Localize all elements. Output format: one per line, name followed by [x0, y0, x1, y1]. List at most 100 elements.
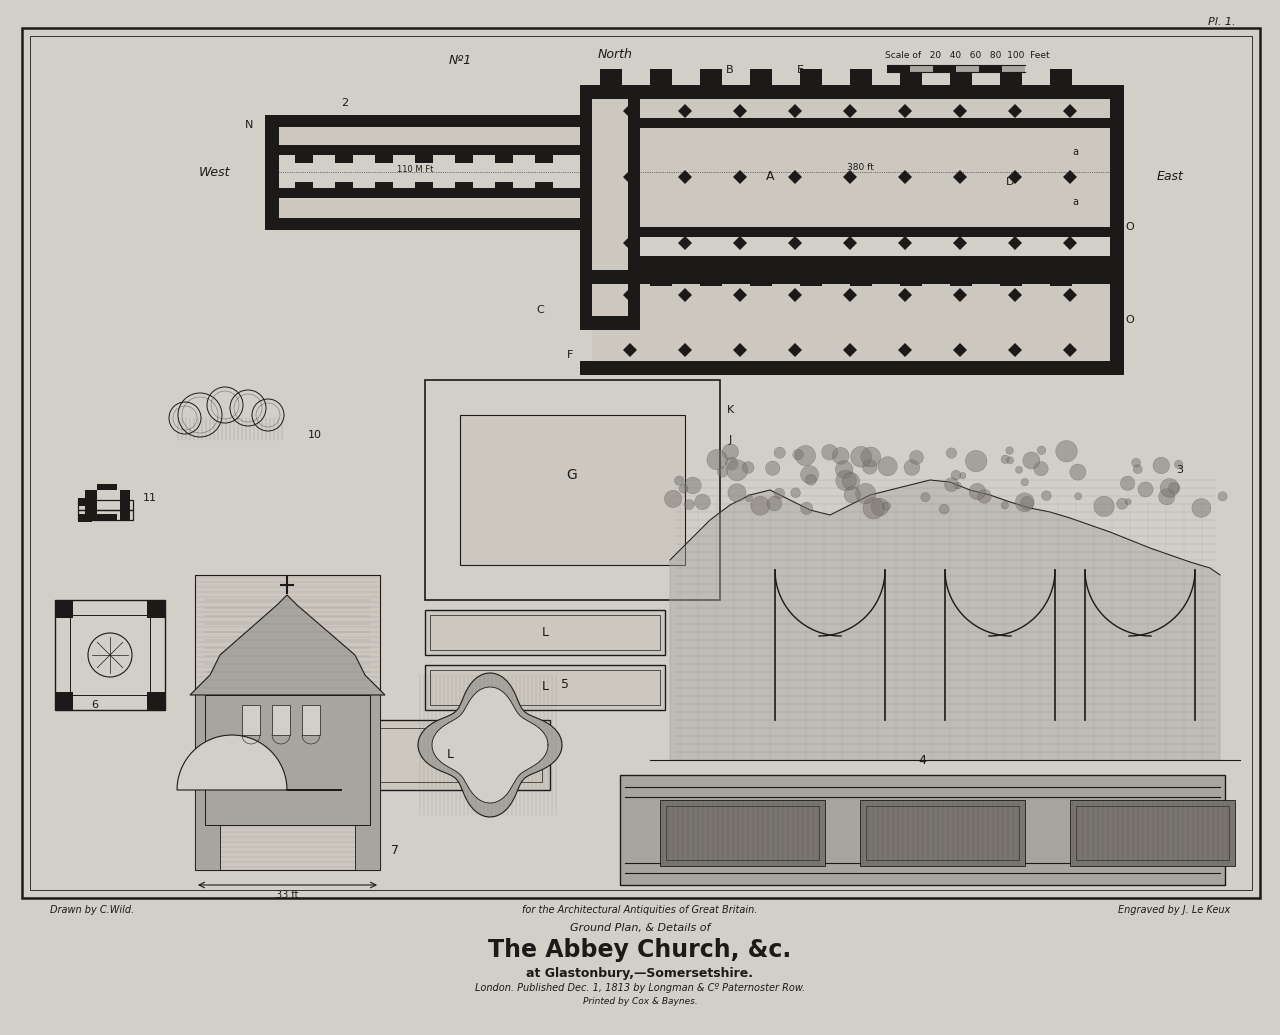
Text: 10: 10	[308, 430, 323, 440]
Polygon shape	[189, 595, 385, 694]
Circle shape	[1175, 461, 1183, 469]
Polygon shape	[788, 288, 803, 302]
Bar	[700, 270, 722, 286]
Text: a: a	[1073, 197, 1078, 207]
Circle shape	[1015, 493, 1034, 511]
Text: at Glastonbury,—Somersetshire.: at Glastonbury,—Somersetshire.	[526, 967, 754, 979]
Text: N: N	[244, 120, 253, 130]
Circle shape	[774, 489, 785, 499]
Text: Drawn by C.Wild.: Drawn by C.Wild.	[50, 905, 134, 915]
Bar	[580, 270, 1110, 284]
Circle shape	[836, 461, 852, 478]
Polygon shape	[678, 170, 692, 184]
Text: North: North	[598, 49, 632, 61]
Bar	[800, 69, 822, 85]
Text: L: L	[541, 625, 549, 639]
Polygon shape	[954, 236, 966, 250]
Circle shape	[1001, 455, 1010, 464]
Bar	[375, 182, 393, 190]
Text: J: J	[728, 435, 732, 445]
Polygon shape	[678, 236, 692, 250]
Bar	[78, 498, 92, 506]
Circle shape	[904, 460, 920, 475]
Text: 4: 4	[918, 753, 925, 767]
Bar	[78, 510, 133, 520]
Circle shape	[792, 449, 804, 460]
Polygon shape	[419, 673, 562, 817]
Bar	[650, 69, 672, 85]
Bar	[900, 270, 922, 286]
Circle shape	[774, 447, 786, 459]
Circle shape	[726, 457, 739, 470]
Text: 6: 6	[91, 700, 99, 710]
Text: Nº1: Nº1	[448, 54, 471, 66]
Bar	[78, 500, 133, 510]
Circle shape	[832, 447, 849, 465]
Bar	[358, 728, 541, 782]
Bar	[279, 127, 580, 145]
Bar	[867, 806, 1019, 860]
Polygon shape	[623, 343, 637, 357]
Bar	[242, 705, 260, 735]
Bar	[580, 227, 1110, 237]
Circle shape	[1158, 489, 1175, 505]
Text: K: K	[726, 405, 733, 415]
Circle shape	[1133, 465, 1142, 474]
Text: E: E	[796, 65, 804, 75]
Circle shape	[1037, 446, 1046, 454]
Circle shape	[1169, 482, 1180, 494]
Bar	[147, 692, 165, 710]
Text: O: O	[1125, 221, 1134, 232]
Bar	[205, 694, 370, 825]
Text: 110 M Ft: 110 M Ft	[397, 165, 433, 174]
Circle shape	[791, 487, 800, 498]
Circle shape	[1075, 493, 1082, 500]
Bar	[195, 690, 220, 870]
Polygon shape	[788, 104, 803, 118]
Circle shape	[800, 466, 819, 483]
Bar	[850, 270, 872, 286]
Circle shape	[717, 467, 727, 477]
Bar	[97, 514, 116, 520]
Polygon shape	[899, 236, 911, 250]
Bar	[415, 182, 433, 190]
Circle shape	[728, 483, 746, 502]
Circle shape	[1006, 456, 1014, 464]
Text: Engraved by J. Le Keux: Engraved by J. Le Keux	[1117, 905, 1230, 915]
Circle shape	[1116, 498, 1128, 509]
Bar	[294, 182, 314, 190]
Circle shape	[851, 446, 872, 467]
Bar	[1110, 85, 1124, 270]
Text: O: O	[1125, 315, 1134, 325]
Text: F: F	[567, 350, 573, 360]
Text: G: G	[567, 468, 577, 482]
Text: The Abbey Church, &c.: The Abbey Church, &c.	[489, 938, 791, 962]
Bar	[1000, 69, 1021, 85]
Circle shape	[960, 472, 966, 479]
Circle shape	[707, 449, 727, 470]
Bar	[375, 155, 393, 162]
Circle shape	[978, 490, 991, 503]
Text: Ground Plan, & Details of: Ground Plan, & Details of	[570, 923, 710, 933]
Text: Pl. 1.: Pl. 1.	[1207, 17, 1235, 27]
Circle shape	[1015, 467, 1023, 473]
Bar	[910, 65, 933, 72]
Polygon shape	[623, 104, 637, 118]
Bar	[430, 615, 660, 650]
Circle shape	[920, 493, 931, 502]
Bar	[933, 65, 956, 72]
Circle shape	[945, 478, 959, 492]
Bar	[750, 69, 772, 85]
Circle shape	[863, 498, 884, 519]
Polygon shape	[623, 288, 637, 302]
Circle shape	[1219, 492, 1228, 501]
Circle shape	[1001, 502, 1009, 509]
Polygon shape	[844, 343, 858, 357]
Polygon shape	[899, 343, 911, 357]
Text: 3: 3	[1176, 465, 1184, 475]
Polygon shape	[899, 288, 911, 302]
Polygon shape	[1062, 104, 1076, 118]
Text: B: B	[726, 65, 733, 75]
Bar	[979, 65, 1002, 72]
Bar	[660, 800, 826, 866]
